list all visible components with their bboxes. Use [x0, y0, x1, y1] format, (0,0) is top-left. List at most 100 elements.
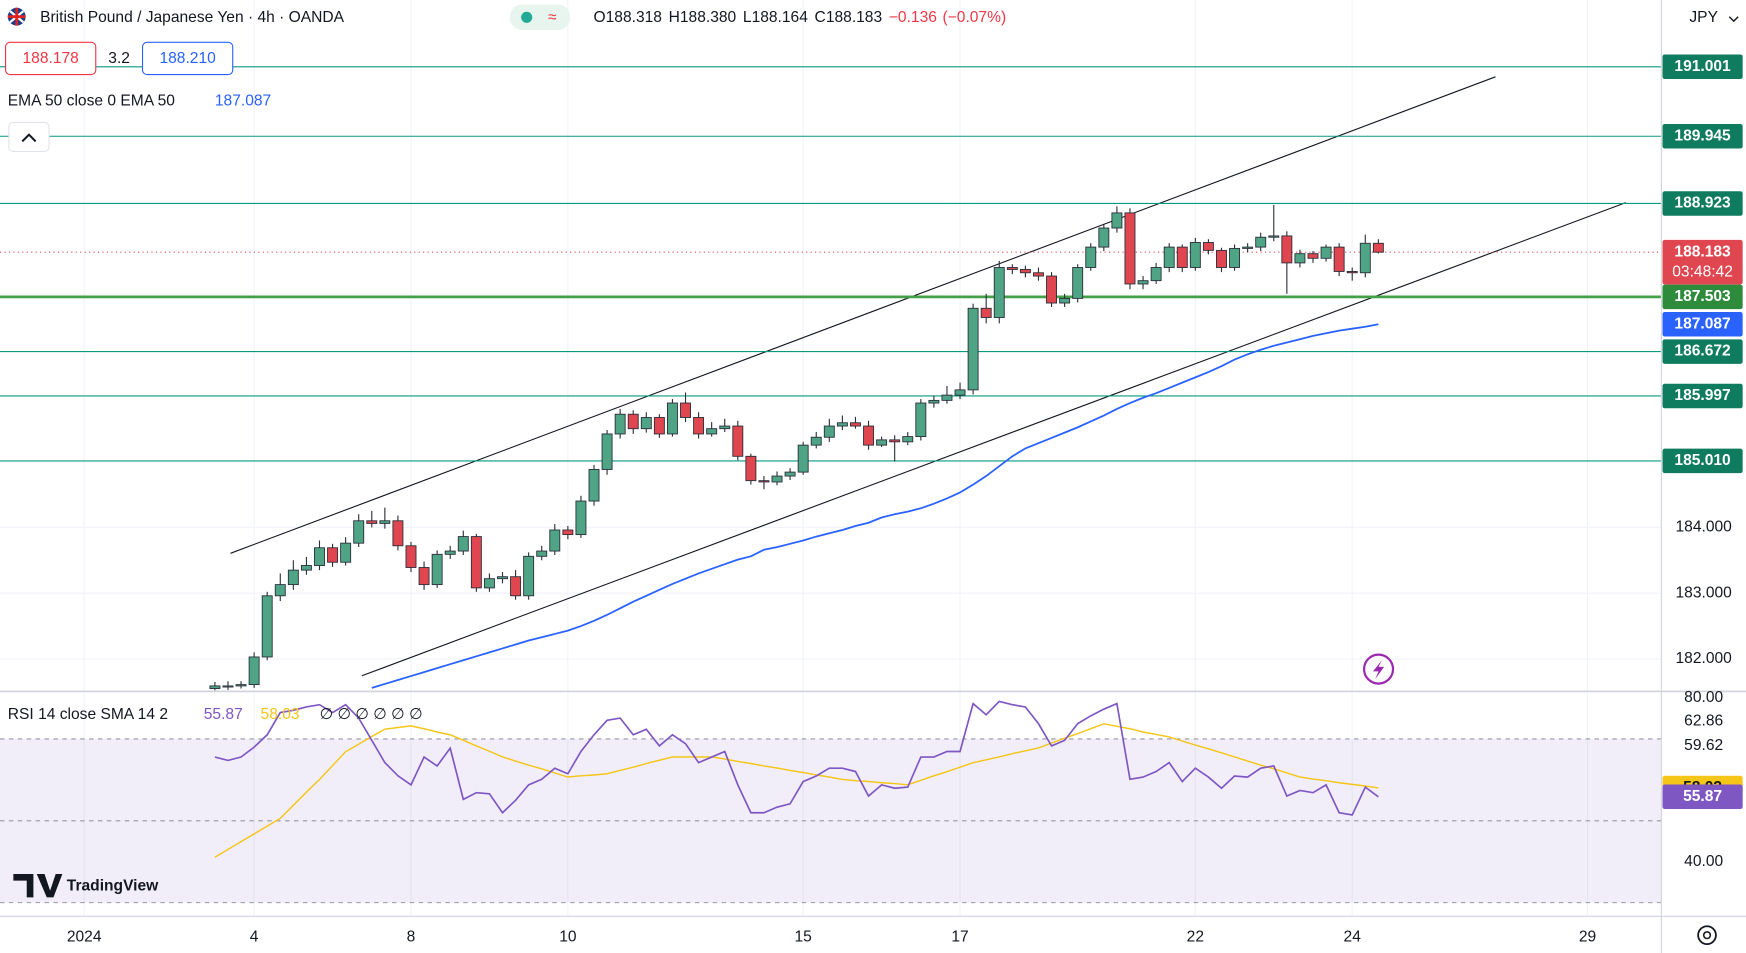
x-tick-label: 24	[1344, 929, 1362, 946]
candle-body	[1372, 242, 1384, 253]
candle-body	[287, 569, 299, 586]
lightning-icon	[1372, 660, 1385, 680]
x-tick-label: 4	[250, 929, 259, 946]
ohlc-value: 188.380	[680, 9, 737, 26]
candle-body	[261, 595, 273, 658]
candle-body	[392, 520, 404, 547]
spread: 3.2	[108, 50, 130, 67]
candle-body	[340, 542, 352, 563]
x-tick-label: 8	[407, 929, 416, 946]
y-tick-label: 183.000	[1676, 584, 1733, 601]
x-tick-label: 22	[1187, 929, 1204, 946]
candle-body	[836, 422, 848, 427]
candle-body	[745, 455, 757, 482]
rsi-extra: ∅ ∅ ∅ ∅ ∅ ∅	[320, 706, 423, 723]
settings-icon	[1702, 931, 1712, 940]
rsi-badge: 55.87	[1683, 788, 1722, 805]
last-price-badge: 188.183	[1674, 243, 1731, 260]
candle-body	[366, 520, 378, 524]
change: −0.136	[889, 9, 937, 26]
candle-body	[209, 685, 221, 689]
candle-body	[235, 684, 247, 687]
candle-body	[405, 545, 417, 568]
rsi-scale-label: 59.62	[1684, 737, 1723, 754]
ohlc-value: 188.164	[752, 9, 809, 26]
candle-body	[640, 417, 652, 430]
candle-body	[510, 576, 522, 597]
level-badge: 187.503	[1674, 288, 1731, 305]
candle-body	[1085, 246, 1097, 268]
price-axis: 2024 4 8 10 15 17 22 24 29 182.000 183.000 184.000 8…	[67, 54, 1743, 946]
level-badge: 188.923	[1674, 195, 1731, 212]
candle-body	[902, 436, 914, 443]
candle-body	[1242, 246, 1254, 249]
ohlc-legend: O188.318 H188.380 L188.164 C188.183 −0.136 (−…	[594, 9, 1007, 26]
rsi-scale-label: 62.86	[1684, 713, 1723, 730]
logo-mark	[13, 873, 63, 898]
y-tick-label: 182.000	[1676, 650, 1733, 667]
candle-body	[1019, 269, 1031, 274]
candle-body	[1124, 212, 1136, 285]
candle-body	[876, 439, 888, 446]
ema-legend: EMA 50 close 0 EMA 50	[8, 92, 175, 109]
level-badge: 189.945	[1674, 127, 1731, 144]
candle-body	[850, 422, 861, 427]
title: British Pound / Japanese Yen · 4h · OAND…	[40, 9, 345, 26]
level-badge-bg	[1662, 191, 1743, 216]
candle-body	[719, 425, 731, 430]
candle-body	[497, 576, 508, 580]
candle-body	[222, 685, 234, 688]
currency-button[interactable]	[1668, 3, 1742, 35]
ohlc-key: C	[815, 9, 826, 26]
settings-icon[interactable]	[1697, 925, 1717, 945]
price-pane	[0, 66, 1662, 691]
buy-price[interactable]: 188.210	[159, 50, 216, 67]
candle-body	[928, 399, 940, 404]
status-pill	[509, 4, 571, 31]
candle-body	[523, 555, 535, 597]
rsi-band	[0, 738, 1662, 904]
ohlc-value: 188.183	[826, 9, 882, 26]
candle-body	[666, 402, 678, 435]
candle-body	[1202, 242, 1214, 251]
candle-body	[889, 439, 901, 443]
ohlc-value: 188.318	[606, 9, 662, 26]
candle-body	[732, 425, 744, 457]
candle-body	[588, 469, 600, 502]
change-pct: (−0.07%)	[942, 9, 1006, 26]
level-badge-bg	[1662, 124, 1743, 149]
flag-icon	[7, 7, 26, 26]
candle-body	[457, 536, 469, 552]
candle-body	[1216, 249, 1227, 268]
candle-body	[1098, 227, 1110, 248]
ema-line	[371, 323, 1379, 689]
candle-body	[1150, 267, 1162, 282]
candle-body	[327, 547, 339, 563]
last-price-badge-bg	[1662, 239, 1743, 285]
sell-button[interactable]	[5, 41, 97, 76]
candle-body	[1307, 253, 1319, 259]
collapse-icon	[21, 133, 37, 143]
ohlc-key: L	[743, 9, 752, 26]
sell-price[interactable]: 188.178	[23, 50, 79, 67]
channel-lower	[361, 202, 1626, 677]
rsi-line	[214, 700, 1379, 816]
candle-body	[1294, 253, 1306, 264]
candle-body	[1189, 242, 1201, 268]
buy-button[interactable]	[141, 41, 234, 76]
level-badge: 185.010	[1674, 452, 1731, 469]
status-icon: ≈	[548, 9, 557, 26]
candle-body	[536, 550, 548, 557]
countdown: 03:48:42	[1672, 263, 1733, 280]
candle-body	[1255, 236, 1267, 248]
legend: ≈ TradingView British Pound / Japanese Y…	[5, 3, 1742, 945]
candle-body	[1176, 246, 1188, 268]
candle-body	[1346, 270, 1358, 274]
ema-legend-value: 187.087	[215, 92, 271, 109]
candle-body	[353, 520, 365, 544]
candle-body	[980, 307, 992, 318]
candle-body	[941, 394, 953, 401]
candle-body	[693, 417, 705, 435]
collapse-button[interactable]	[8, 121, 50, 152]
candle-body	[431, 553, 443, 586]
